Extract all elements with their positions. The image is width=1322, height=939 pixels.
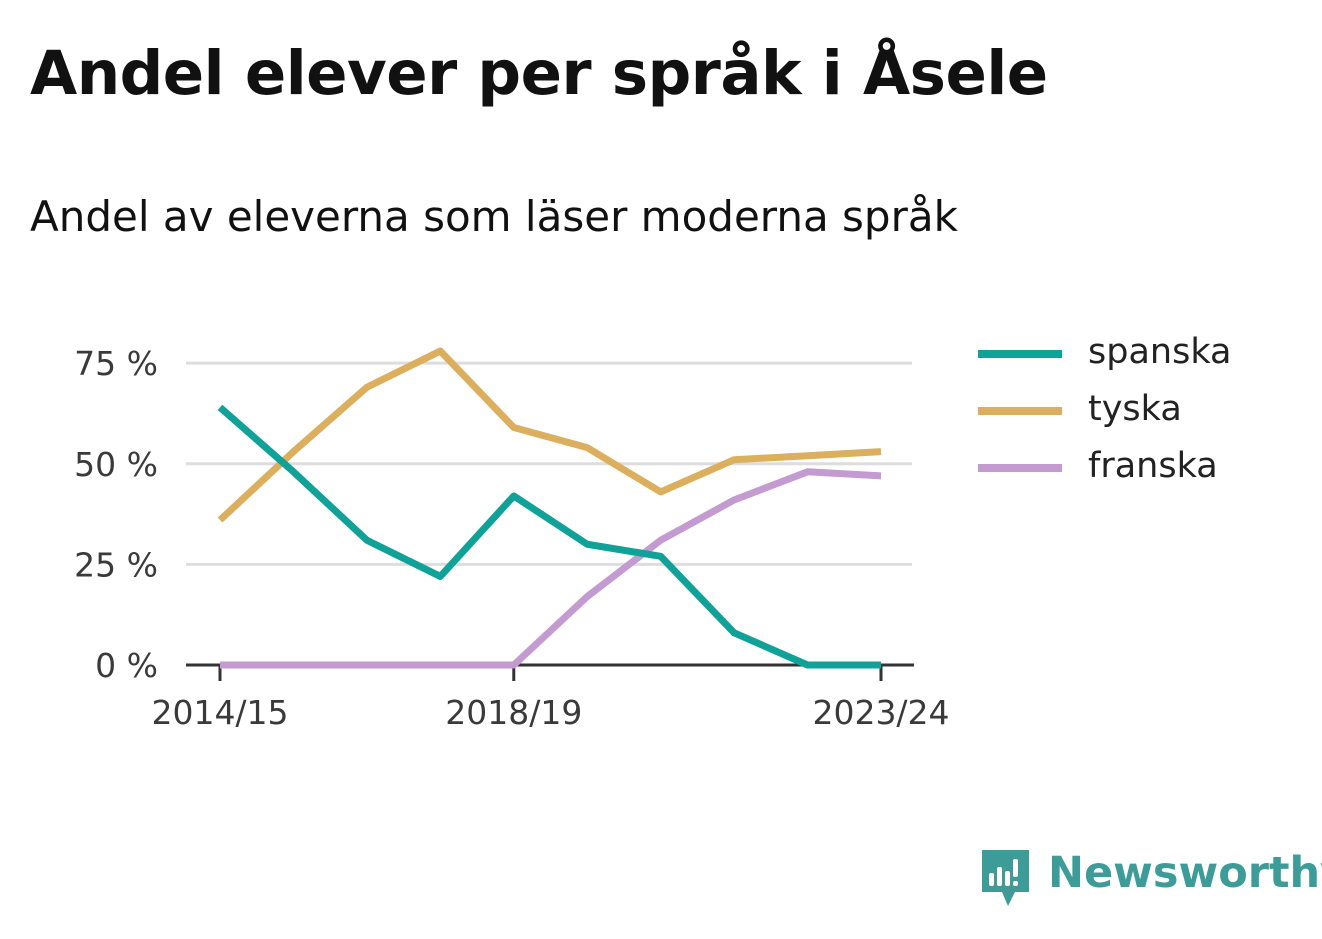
y-axis-ticks: 0 % 25 % 50 % 75 %	[74, 344, 158, 685]
y-tick-label: 25 %	[74, 545, 158, 584]
legend-swatch	[978, 350, 1062, 358]
newsworthy-logo-icon	[982, 850, 1029, 906]
legend-label: tyska	[1088, 389, 1182, 429]
series-line-tyska	[217, 347, 882, 523]
y-tick-label: 50 %	[74, 445, 158, 484]
x-tick-label: 2023/24	[812, 693, 949, 732]
chart-title: Andel elever per språk i Åsele	[30, 38, 1048, 109]
y-tick-label: 0 %	[95, 646, 158, 685]
y-tick-label: 75 %	[74, 344, 158, 383]
gridlines	[186, 361, 914, 667]
x-axis-ticks: 2014/15 2018/19 2023/24	[151, 665, 950, 732]
series-lines	[217, 347, 882, 669]
brand-name: Newsworthy	[1048, 848, 1322, 898]
chart-subtitle: Andel av eleverna som läser moderna språ…	[30, 192, 958, 241]
legend-swatch	[978, 464, 1062, 472]
x-tick-label: 2018/19	[445, 693, 582, 732]
series-line-franska	[220, 468, 882, 669]
x-tick-label: 2014/15	[151, 693, 288, 732]
legend-label: spanska	[1088, 332, 1232, 372]
legend-swatch	[978, 407, 1062, 415]
legend-label: franska	[1088, 446, 1218, 486]
series-line-spanska	[217, 404, 881, 669]
